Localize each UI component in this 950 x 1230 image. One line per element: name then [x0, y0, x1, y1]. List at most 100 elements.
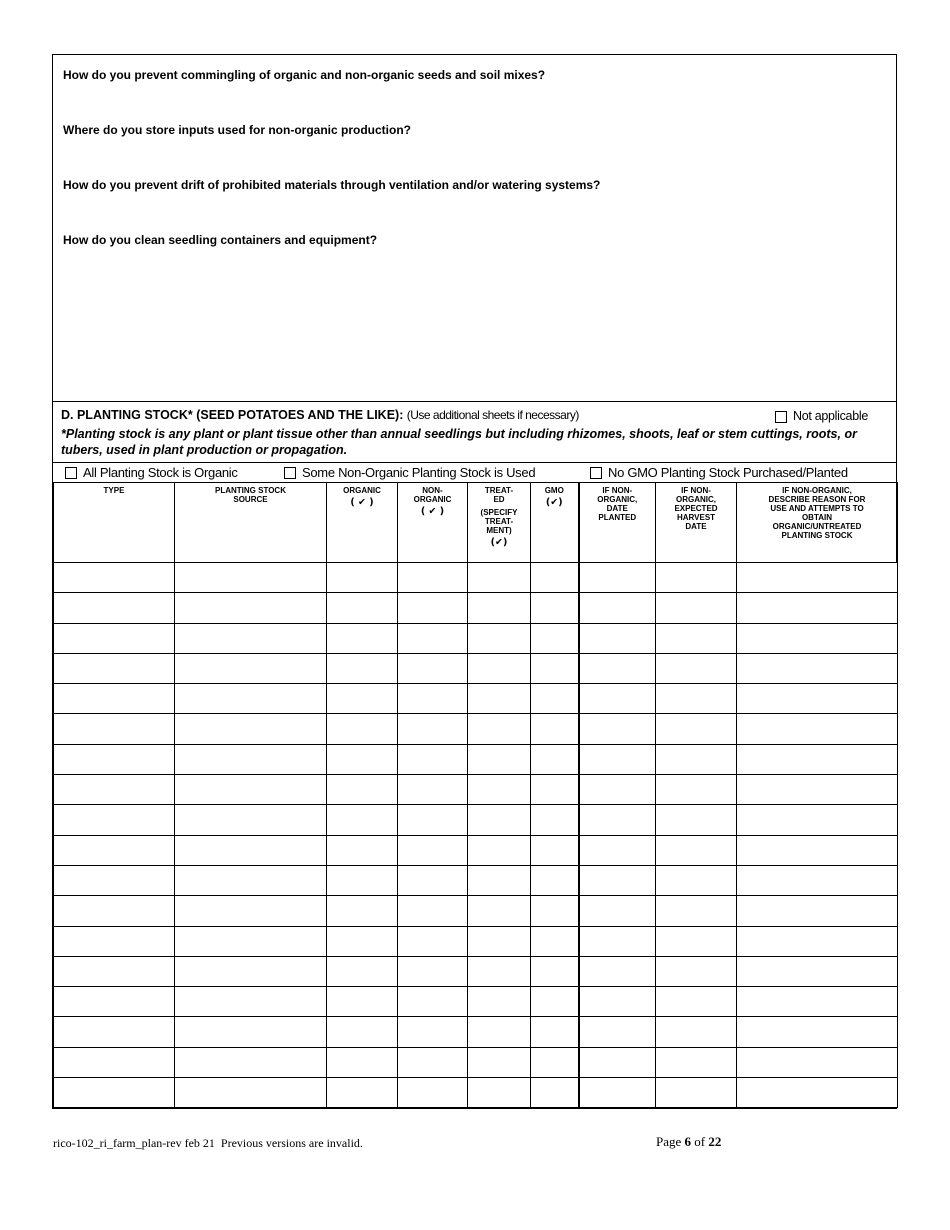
- table-cell[interactable]: [577, 683, 656, 715]
- table-cell[interactable]: [174, 1046, 327, 1079]
- table-cell[interactable]: [174, 652, 327, 685]
- table-cell[interactable]: [530, 986, 579, 1018]
- table-cell[interactable]: [655, 864, 737, 897]
- table-cell[interactable]: [467, 804, 531, 836]
- table-cell[interactable]: [397, 743, 468, 776]
- table-cell[interactable]: [326, 652, 398, 685]
- no-gmo-checkbox[interactable]: [590, 466, 602, 479]
- table-cell[interactable]: [530, 743, 579, 776]
- table-cell[interactable]: [577, 561, 656, 594]
- table-cell[interactable]: [326, 1077, 398, 1109]
- table-cell[interactable]: [326, 561, 398, 594]
- table-cell[interactable]: [467, 1077, 531, 1109]
- table-cell[interactable]: [736, 1016, 898, 1048]
- table-cell[interactable]: [577, 925, 656, 957]
- table-cell[interactable]: [397, 622, 468, 654]
- table-cell[interactable]: [467, 592, 531, 624]
- table-cell[interactable]: [655, 743, 737, 776]
- table-cell[interactable]: [174, 1016, 327, 1048]
- table-cell[interactable]: [736, 986, 898, 1018]
- table-cell[interactable]: [577, 955, 656, 988]
- table-cell[interactable]: [53, 955, 175, 988]
- table-cell[interactable]: [655, 834, 737, 866]
- table-cell[interactable]: [326, 1046, 398, 1079]
- table-cell[interactable]: [53, 1046, 175, 1079]
- table-cell[interactable]: [53, 561, 175, 594]
- table-cell[interactable]: [326, 592, 398, 624]
- table-cell[interactable]: [397, 561, 468, 594]
- table-cell[interactable]: [655, 683, 737, 715]
- table-cell[interactable]: [655, 561, 737, 594]
- table-cell[interactable]: [655, 1077, 737, 1109]
- table-cell[interactable]: [530, 622, 579, 654]
- table-cell[interactable]: [467, 652, 531, 685]
- table-cell[interactable]: [174, 592, 327, 624]
- table-cell[interactable]: [326, 864, 398, 897]
- table-cell[interactable]: [530, 561, 579, 594]
- table-cell[interactable]: [53, 652, 175, 685]
- table-cell[interactable]: [326, 834, 398, 866]
- table-cell[interactable]: [530, 713, 579, 745]
- table-cell[interactable]: [577, 622, 656, 654]
- table-cell[interactable]: [467, 561, 531, 594]
- table-cell[interactable]: [467, 986, 531, 1018]
- table-cell[interactable]: [577, 986, 656, 1018]
- table-cell[interactable]: [530, 804, 579, 836]
- table-cell[interactable]: [467, 895, 531, 927]
- table-cell[interactable]: [397, 1046, 468, 1079]
- table-cell[interactable]: [53, 683, 175, 715]
- table-cell[interactable]: [326, 743, 398, 776]
- table-cell[interactable]: [174, 955, 327, 988]
- table-cell[interactable]: [174, 834, 327, 866]
- table-cell[interactable]: [736, 864, 898, 897]
- table-cell[interactable]: [655, 622, 737, 654]
- table-cell[interactable]: [53, 592, 175, 624]
- table-cell[interactable]: [577, 1077, 656, 1109]
- table-cell[interactable]: [577, 864, 656, 897]
- table-cell[interactable]: [655, 1046, 737, 1079]
- table-cell[interactable]: [467, 925, 531, 957]
- table-cell[interactable]: [397, 804, 468, 836]
- table-cell[interactable]: [736, 713, 898, 745]
- table-cell[interactable]: [326, 986, 398, 1018]
- table-cell[interactable]: [53, 925, 175, 957]
- table-cell[interactable]: [655, 925, 737, 957]
- table-cell[interactable]: [397, 592, 468, 624]
- table-cell[interactable]: [397, 895, 468, 927]
- table-cell[interactable]: [397, 864, 468, 897]
- table-cell[interactable]: [397, 683, 468, 715]
- table-cell[interactable]: [530, 864, 579, 897]
- table-cell[interactable]: [174, 895, 327, 927]
- table-cell[interactable]: [736, 743, 898, 776]
- table-cell[interactable]: [655, 804, 737, 836]
- table-cell[interactable]: [655, 895, 737, 927]
- table-cell[interactable]: [655, 713, 737, 745]
- table-cell[interactable]: [53, 774, 175, 806]
- table-cell[interactable]: [397, 925, 468, 957]
- table-cell[interactable]: [655, 955, 737, 988]
- table-cell[interactable]: [397, 986, 468, 1018]
- table-cell[interactable]: [736, 683, 898, 715]
- table-cell[interactable]: [736, 834, 898, 866]
- table-cell[interactable]: [577, 895, 656, 927]
- table-cell[interactable]: [467, 774, 531, 806]
- table-cell[interactable]: [736, 804, 898, 836]
- table-cell[interactable]: [467, 955, 531, 988]
- table-cell[interactable]: [326, 774, 398, 806]
- table-cell[interactable]: [174, 804, 327, 836]
- table-cell[interactable]: [53, 895, 175, 927]
- table-cell[interactable]: [174, 683, 327, 715]
- table-cell[interactable]: [577, 592, 656, 624]
- table-cell[interactable]: [326, 955, 398, 988]
- table-cell[interactable]: [326, 713, 398, 745]
- not-applicable-checkbox[interactable]: [774, 410, 787, 423]
- table-cell[interactable]: [397, 713, 468, 745]
- table-cell[interactable]: [530, 592, 579, 624]
- table-cell[interactable]: [397, 1077, 468, 1109]
- table-cell[interactable]: [467, 834, 531, 866]
- table-cell[interactable]: [467, 1016, 531, 1048]
- table-cell[interactable]: [530, 652, 579, 685]
- table-cell[interactable]: [53, 834, 175, 866]
- table-cell[interactable]: [53, 986, 175, 1018]
- table-cell[interactable]: [174, 864, 327, 897]
